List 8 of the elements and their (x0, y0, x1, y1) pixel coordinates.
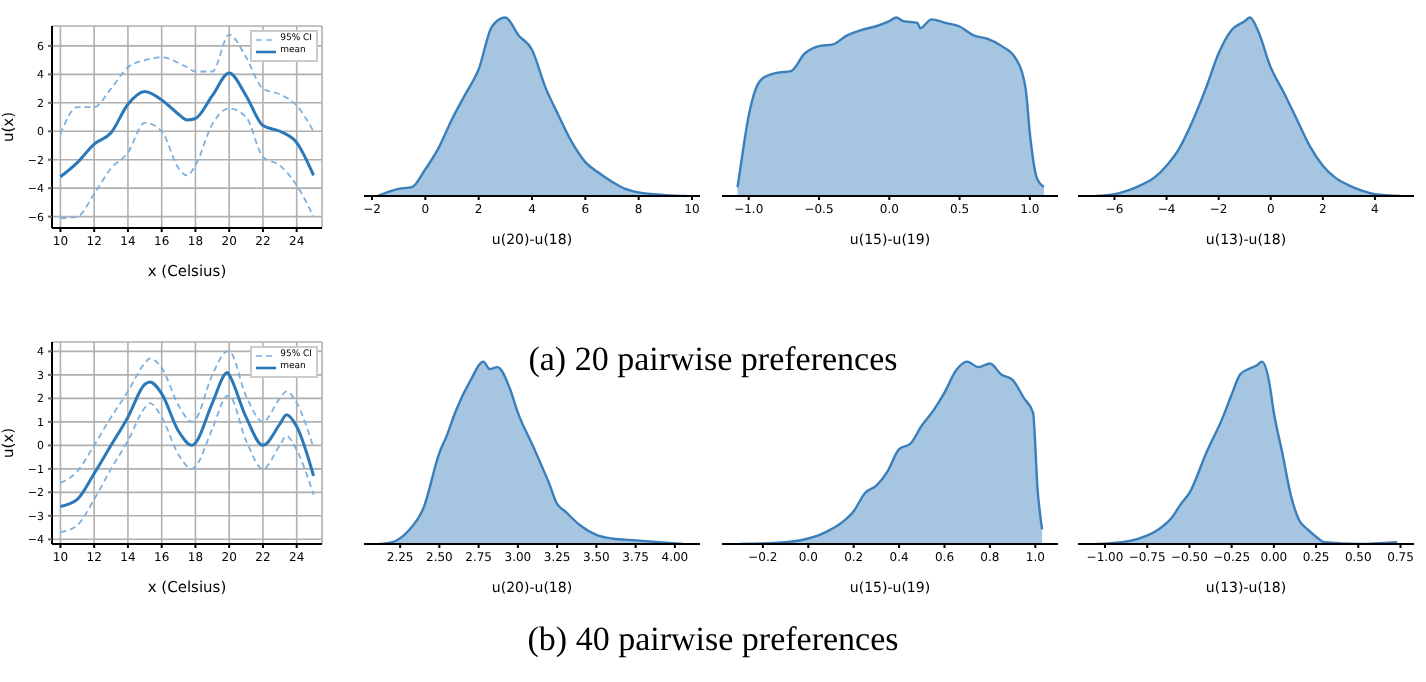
line-series (59, 395, 315, 534)
line-series (58, 71, 316, 179)
line-series (59, 350, 315, 484)
line-series (59, 107, 315, 219)
line-series (59, 33, 315, 136)
text: (b) 40 pairwise preferences (525, 620, 901, 660)
line-series (58, 371, 316, 508)
annotation: (a) 20 pairwise preferences (528, 340, 898, 378)
